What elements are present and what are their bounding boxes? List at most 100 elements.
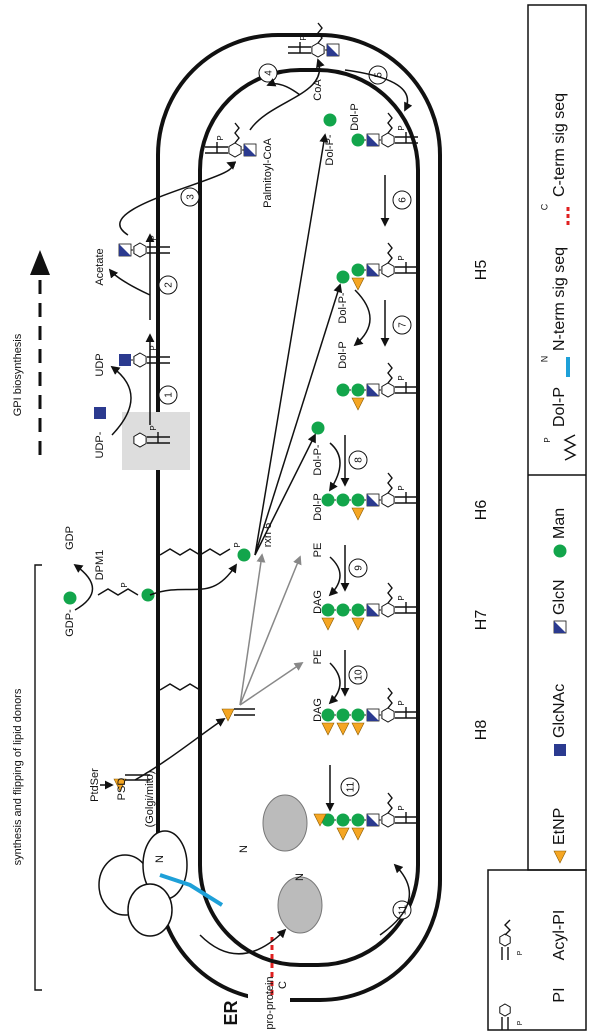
man <box>336 708 350 722</box>
inositol <box>381 602 395 618</box>
label: H7 <box>473 610 490 631</box>
glcnac <box>119 354 131 366</box>
arrow <box>134 718 226 781</box>
n-signal-sequence <box>159 873 224 907</box>
label: (Golgi/mito) <box>144 771 156 828</box>
arrow <box>344 69 413 112</box>
inositol <box>228 142 242 158</box>
label: 10 <box>354 669 365 681</box>
label: GlcN <box>551 579 568 615</box>
membrane-gap <box>248 988 290 1010</box>
label: 4 <box>264 70 275 76</box>
arrow <box>239 553 266 706</box>
label: 9 <box>354 565 365 571</box>
arrow <box>329 442 341 492</box>
step-circle <box>158 275 178 295</box>
label: P <box>543 437 552 442</box>
label: Dol-P- <box>324 134 336 166</box>
label: P <box>397 375 406 380</box>
label: CoA <box>312 79 324 101</box>
lipid <box>125 708 255 781</box>
label: P <box>397 595 406 600</box>
label: C-term sig seq <box>551 93 568 197</box>
arrow <box>239 661 304 706</box>
label: PE <box>312 543 324 558</box>
step-circle <box>392 190 412 210</box>
glcn <box>327 44 339 56</box>
label: GDP- <box>64 609 76 637</box>
glcn <box>244 144 256 156</box>
label: H8 <box>473 720 490 741</box>
glcn <box>367 814 379 826</box>
label: P <box>233 542 242 547</box>
man <box>311 421 325 435</box>
label: ER <box>221 1000 241 1025</box>
man <box>351 708 365 722</box>
lipid <box>395 382 418 394</box>
label: N <box>154 855 166 863</box>
label: Dol-P- <box>337 292 349 324</box>
label: PI <box>551 987 568 1002</box>
man <box>351 603 365 617</box>
label: P <box>517 950 524 955</box>
step-circle <box>392 315 412 335</box>
label: Palmitoyl-CoA <box>262 137 274 207</box>
man <box>351 383 365 397</box>
outer-membrane <box>156 33 442 1002</box>
arrow <box>249 58 325 131</box>
label: P <box>397 255 406 260</box>
etnp <box>313 813 327 827</box>
man <box>63 591 77 605</box>
label: 3 <box>186 194 197 200</box>
step-circle <box>348 450 368 470</box>
step-circle <box>340 777 360 797</box>
arrow <box>149 563 237 596</box>
arrow <box>254 133 329 556</box>
etnp <box>351 827 365 841</box>
man <box>351 133 365 147</box>
etnp <box>221 708 235 722</box>
etnp <box>351 617 365 631</box>
arrow <box>254 283 343 556</box>
acyl-chain <box>387 687 393 709</box>
label: H6 <box>473 500 490 521</box>
inositol <box>133 352 147 368</box>
man <box>336 813 350 827</box>
step-circle <box>368 65 388 85</box>
step-circle <box>158 385 178 405</box>
etnp <box>336 827 350 841</box>
label: 11 <box>346 781 357 792</box>
label: Man <box>551 508 568 539</box>
lipid <box>395 492 418 504</box>
dol-p-lipid <box>159 548 231 556</box>
lipid <box>147 352 170 364</box>
inositol <box>381 262 395 278</box>
acyl-chain <box>387 242 393 264</box>
label: 6 <box>398 197 409 203</box>
label: P <box>149 425 158 430</box>
dol-p-lipid <box>159 683 201 691</box>
inositol <box>381 707 395 723</box>
acyl-chain <box>387 112 393 134</box>
label: P <box>397 805 406 810</box>
label: DAG <box>312 590 324 614</box>
pi-highlight <box>122 412 190 470</box>
label: PE <box>312 650 324 665</box>
man <box>336 383 350 397</box>
label: H5 <box>473 260 490 281</box>
lipid <box>288 42 311 54</box>
man <box>321 493 335 507</box>
etnp <box>321 722 335 736</box>
label: N <box>294 873 306 881</box>
label: GDP <box>64 526 76 550</box>
acyl-chain <box>317 22 323 44</box>
arrow <box>110 365 132 436</box>
acyl-chain <box>387 582 393 604</box>
glcn <box>367 604 379 616</box>
label: P <box>517 1020 524 1025</box>
landscape-group: synthesis and flipping of lipid donors GP… <box>12 4 587 1031</box>
label: 1 <box>164 392 175 398</box>
acyl-chain <box>504 919 511 936</box>
